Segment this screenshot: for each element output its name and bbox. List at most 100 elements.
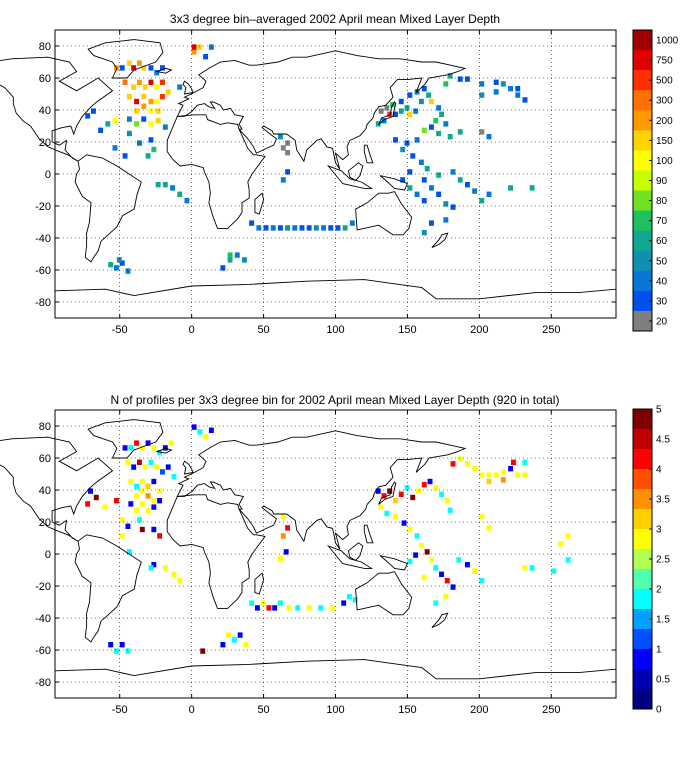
bin-cell [126,130,132,137]
x-axis: -50 0 50 100 150 200 250 [112,30,560,336]
x-tick-label: -50 [112,324,128,336]
bin-cell [126,549,132,555]
bin-cell [148,108,154,114]
bin-cell [280,533,286,539]
colorbar-label: 200 [656,116,673,127]
bin-cell [522,97,528,103]
y-tick-label: 0 [45,169,51,181]
bin-cell [148,79,154,85]
bin-cell [433,600,439,606]
bin-cell [231,637,237,643]
bin-cell [139,445,145,451]
bin-cell [418,159,424,165]
colorbar-segment [633,449,652,470]
x-tick-label: 50 [257,704,269,716]
bin-cell [157,498,163,504]
bin-cell [160,79,165,85]
profile-count-map-panel: N of profiles per 3x3 degree bin for 200… [0,380,696,730]
bin-cell [157,533,163,539]
bin-cell [443,121,449,127]
bin-cell [318,605,324,611]
x-tick-label: 0 [189,324,195,336]
coastline-philippines [363,524,374,544]
bin-cell [558,541,564,547]
bin-cell [177,84,183,90]
bin-cell [286,605,292,611]
bin-cell [347,594,352,600]
bin-cell [148,98,154,105]
colorbar-segment [633,210,652,232]
coastline-new-guinea [379,175,409,191]
bin-cell [154,84,160,90]
bin-cell [529,185,535,191]
bin-cell [393,111,398,117]
bin-cell [85,113,91,119]
bin-cell [119,65,125,71]
bin-cell [565,557,571,563]
bin-cell [155,108,161,114]
coastline-indonesia [326,544,374,569]
bin-cell [418,98,424,105]
bin-cell [136,517,142,523]
bin-cell [414,191,420,197]
y-tick-label: 80 [39,41,51,53]
bin-cell [85,501,91,507]
bin-cell [329,605,335,611]
y-tick-label: -60 [35,645,51,657]
bin-cell [154,70,160,76]
coastline-madagascar [254,192,265,215]
colorbar-label: 4.5 [656,435,670,446]
colorbar: 1000 750 500 300 200 150 100 90 80 70 60 50 40 30 20 [632,29,679,332]
bin-cell [393,514,398,520]
bin-cell [479,129,485,135]
bin-cell [404,140,410,146]
bin-cell [277,600,283,606]
bin-cell [227,252,233,258]
bin-cell [407,92,413,98]
bin-cell [141,65,147,71]
bin-cell [493,472,499,478]
bin-cell [263,225,269,231]
bin-cell [177,578,183,584]
bin-cell [515,86,521,92]
bin-cell [444,578,450,584]
bin-cell [226,632,232,638]
bin-cell [151,445,157,451]
bin-cell [393,498,398,504]
bin-cell [400,177,406,183]
bin-cell [515,92,521,98]
bin-cell [242,257,247,263]
bin-cell [105,121,111,127]
bin-cell [191,44,197,50]
bin-cell [122,445,128,451]
bin-cell [398,491,404,497]
colorbar-label: 70 [656,216,668,227]
bin-cell [142,464,148,470]
bin-cell [90,108,96,114]
coastline-new-guinea [379,555,409,571]
colorbar-segment [633,689,652,710]
coastline-japan [378,101,397,125]
bin-cell [349,220,355,226]
coastline-iceland [155,67,173,74]
bin-cell [112,145,118,151]
bin-cell [139,478,145,485]
bin-cell [407,169,413,175]
coastline-new-zealand [431,612,449,629]
y-axis: 80 60 40 20 0 -20 -40 -60 -80 [35,421,616,689]
colorbar-label: 60 [656,236,668,247]
bin-cell [155,182,161,188]
colorbar-segment [633,290,652,312]
bin-cell [151,526,157,533]
bin-cell [375,488,381,494]
colorbar-segment [633,569,652,590]
bin-cell [277,134,283,140]
bin-cell [162,565,168,571]
coastline-north-america [0,436,114,542]
bin-cell [472,568,478,574]
bin-cell [429,220,434,226]
colorbar-segment [633,529,652,550]
coastline-uk [182,460,194,475]
y-tick-label: -60 [35,265,51,277]
bin-cell [429,98,434,105]
